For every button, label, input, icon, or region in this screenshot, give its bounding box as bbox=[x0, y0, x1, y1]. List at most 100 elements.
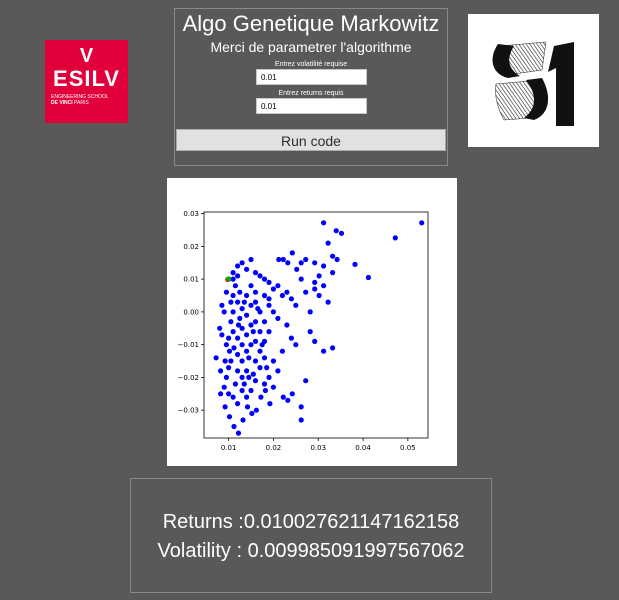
esilv-subtitle-line1: ENGINEERING SCHOOL bbox=[51, 94, 109, 100]
scatter-point bbox=[261, 319, 268, 325]
scatter-point bbox=[231, 345, 237, 351]
scatter-point bbox=[239, 325, 245, 331]
scatter-point bbox=[275, 368, 281, 374]
scatter-point bbox=[252, 358, 259, 364]
x-tick-label: 0.05 bbox=[400, 444, 416, 452]
scatter-point bbox=[289, 250, 295, 256]
scatter-point bbox=[226, 365, 232, 371]
scatter-point bbox=[312, 279, 318, 285]
scatter-point bbox=[223, 374, 229, 380]
scatter-point bbox=[252, 299, 259, 305]
scatter-point bbox=[270, 286, 276, 292]
scatter-point bbox=[257, 365, 263, 371]
scatter-point bbox=[235, 322, 242, 328]
scatter-point bbox=[289, 391, 295, 397]
scatter-point bbox=[284, 289, 290, 295]
returns-result: Returns :0.010027621147162158 bbox=[162, 511, 460, 533]
scatter-point bbox=[228, 299, 234, 305]
scatter-point bbox=[338, 230, 345, 236]
scatter-point bbox=[294, 266, 300, 272]
scatter-point bbox=[219, 332, 225, 338]
scatter-point bbox=[222, 358, 228, 364]
scatter-point bbox=[226, 335, 232, 341]
scatter-point bbox=[218, 368, 224, 374]
scatter-point bbox=[264, 365, 270, 371]
scatter-point bbox=[244, 368, 250, 374]
scatter-point bbox=[303, 256, 309, 263]
scatter-point bbox=[285, 397, 291, 403]
scatter-point bbox=[241, 381, 247, 387]
scatter-point bbox=[365, 274, 371, 281]
scatter-point bbox=[316, 273, 322, 279]
x-tick-label: 0.04 bbox=[355, 444, 371, 452]
panel-subtitle: Merci de parametrer l'algorithme bbox=[210, 39, 412, 55]
scatter-point bbox=[293, 342, 299, 348]
scatter-point bbox=[248, 283, 254, 289]
scatter-point bbox=[288, 335, 294, 341]
scatter-point bbox=[312, 260, 318, 266]
scatter-point bbox=[261, 276, 268, 282]
scatter-point bbox=[392, 235, 398, 241]
scatter-point bbox=[221, 309, 227, 315]
scatter-point bbox=[230, 394, 236, 400]
scatter-point bbox=[217, 325, 223, 331]
scatter-point bbox=[334, 256, 340, 263]
scatter-point bbox=[235, 430, 242, 436]
esilv-subtitle-devinci: DE VINCI bbox=[51, 100, 73, 106]
scatter-point bbox=[303, 378, 309, 384]
scatter-point bbox=[235, 263, 241, 269]
scatter-point bbox=[235, 368, 241, 374]
scatter-point bbox=[298, 404, 304, 410]
scatter-point bbox=[235, 299, 241, 305]
scatter-point bbox=[244, 292, 250, 299]
scatter-point bbox=[244, 394, 250, 400]
scatter-point bbox=[252, 378, 259, 384]
scatter-point bbox=[279, 348, 285, 354]
scatter-point bbox=[255, 306, 261, 312]
returns-input[interactable] bbox=[256, 98, 367, 114]
scatter-point bbox=[257, 329, 263, 335]
scatter-point bbox=[231, 423, 237, 430]
scatter-point bbox=[280, 256, 286, 263]
esilv-subtitle-line2: DE VINCI PARIS bbox=[51, 100, 124, 106]
scatter-point bbox=[257, 273, 263, 279]
scatter-point bbox=[248, 342, 254, 348]
scatter-point bbox=[298, 417, 304, 423]
scatter-point bbox=[275, 283, 281, 289]
volatility-input[interactable] bbox=[256, 69, 367, 85]
scatter-point bbox=[303, 289, 309, 295]
scatter-point bbox=[230, 292, 236, 299]
scatter-point bbox=[248, 302, 254, 308]
scatter-point bbox=[312, 338, 318, 344]
scatter-point bbox=[257, 348, 263, 354]
scatter-point bbox=[230, 329, 236, 335]
scatter-point bbox=[253, 407, 259, 413]
scatter-point bbox=[239, 358, 245, 364]
scatter-point bbox=[228, 319, 234, 325]
31-logo-icon bbox=[468, 14, 599, 147]
scatter-point bbox=[321, 220, 327, 226]
run-code-button[interactable]: Run code bbox=[176, 129, 446, 151]
scatter-point bbox=[279, 292, 285, 299]
scatter-point bbox=[330, 270, 336, 276]
y-tick-label: −0.03 bbox=[178, 407, 199, 415]
scatter-point bbox=[244, 266, 250, 272]
scatter-point bbox=[276, 256, 282, 263]
scatter-point bbox=[244, 332, 250, 338]
scatter-point bbox=[250, 371, 256, 377]
scatter-point bbox=[219, 302, 225, 308]
scatter-point bbox=[218, 391, 224, 397]
y-tick-label: 0.03 bbox=[183, 210, 199, 218]
scatter-point bbox=[285, 260, 291, 266]
scatter-point bbox=[312, 286, 318, 292]
scatter-point bbox=[330, 253, 336, 259]
scatter-point bbox=[232, 283, 238, 289]
scatter-point bbox=[252, 338, 259, 344]
scatter-point bbox=[307, 309, 313, 315]
scatter-point bbox=[321, 263, 327, 269]
volatility-result: Volatility : 0.009985091997567062 bbox=[157, 540, 465, 562]
y-tick-label: 0.02 bbox=[183, 243, 199, 251]
scatter-point bbox=[267, 401, 273, 407]
scatter-point bbox=[222, 404, 228, 410]
scatter-point bbox=[223, 289, 229, 295]
